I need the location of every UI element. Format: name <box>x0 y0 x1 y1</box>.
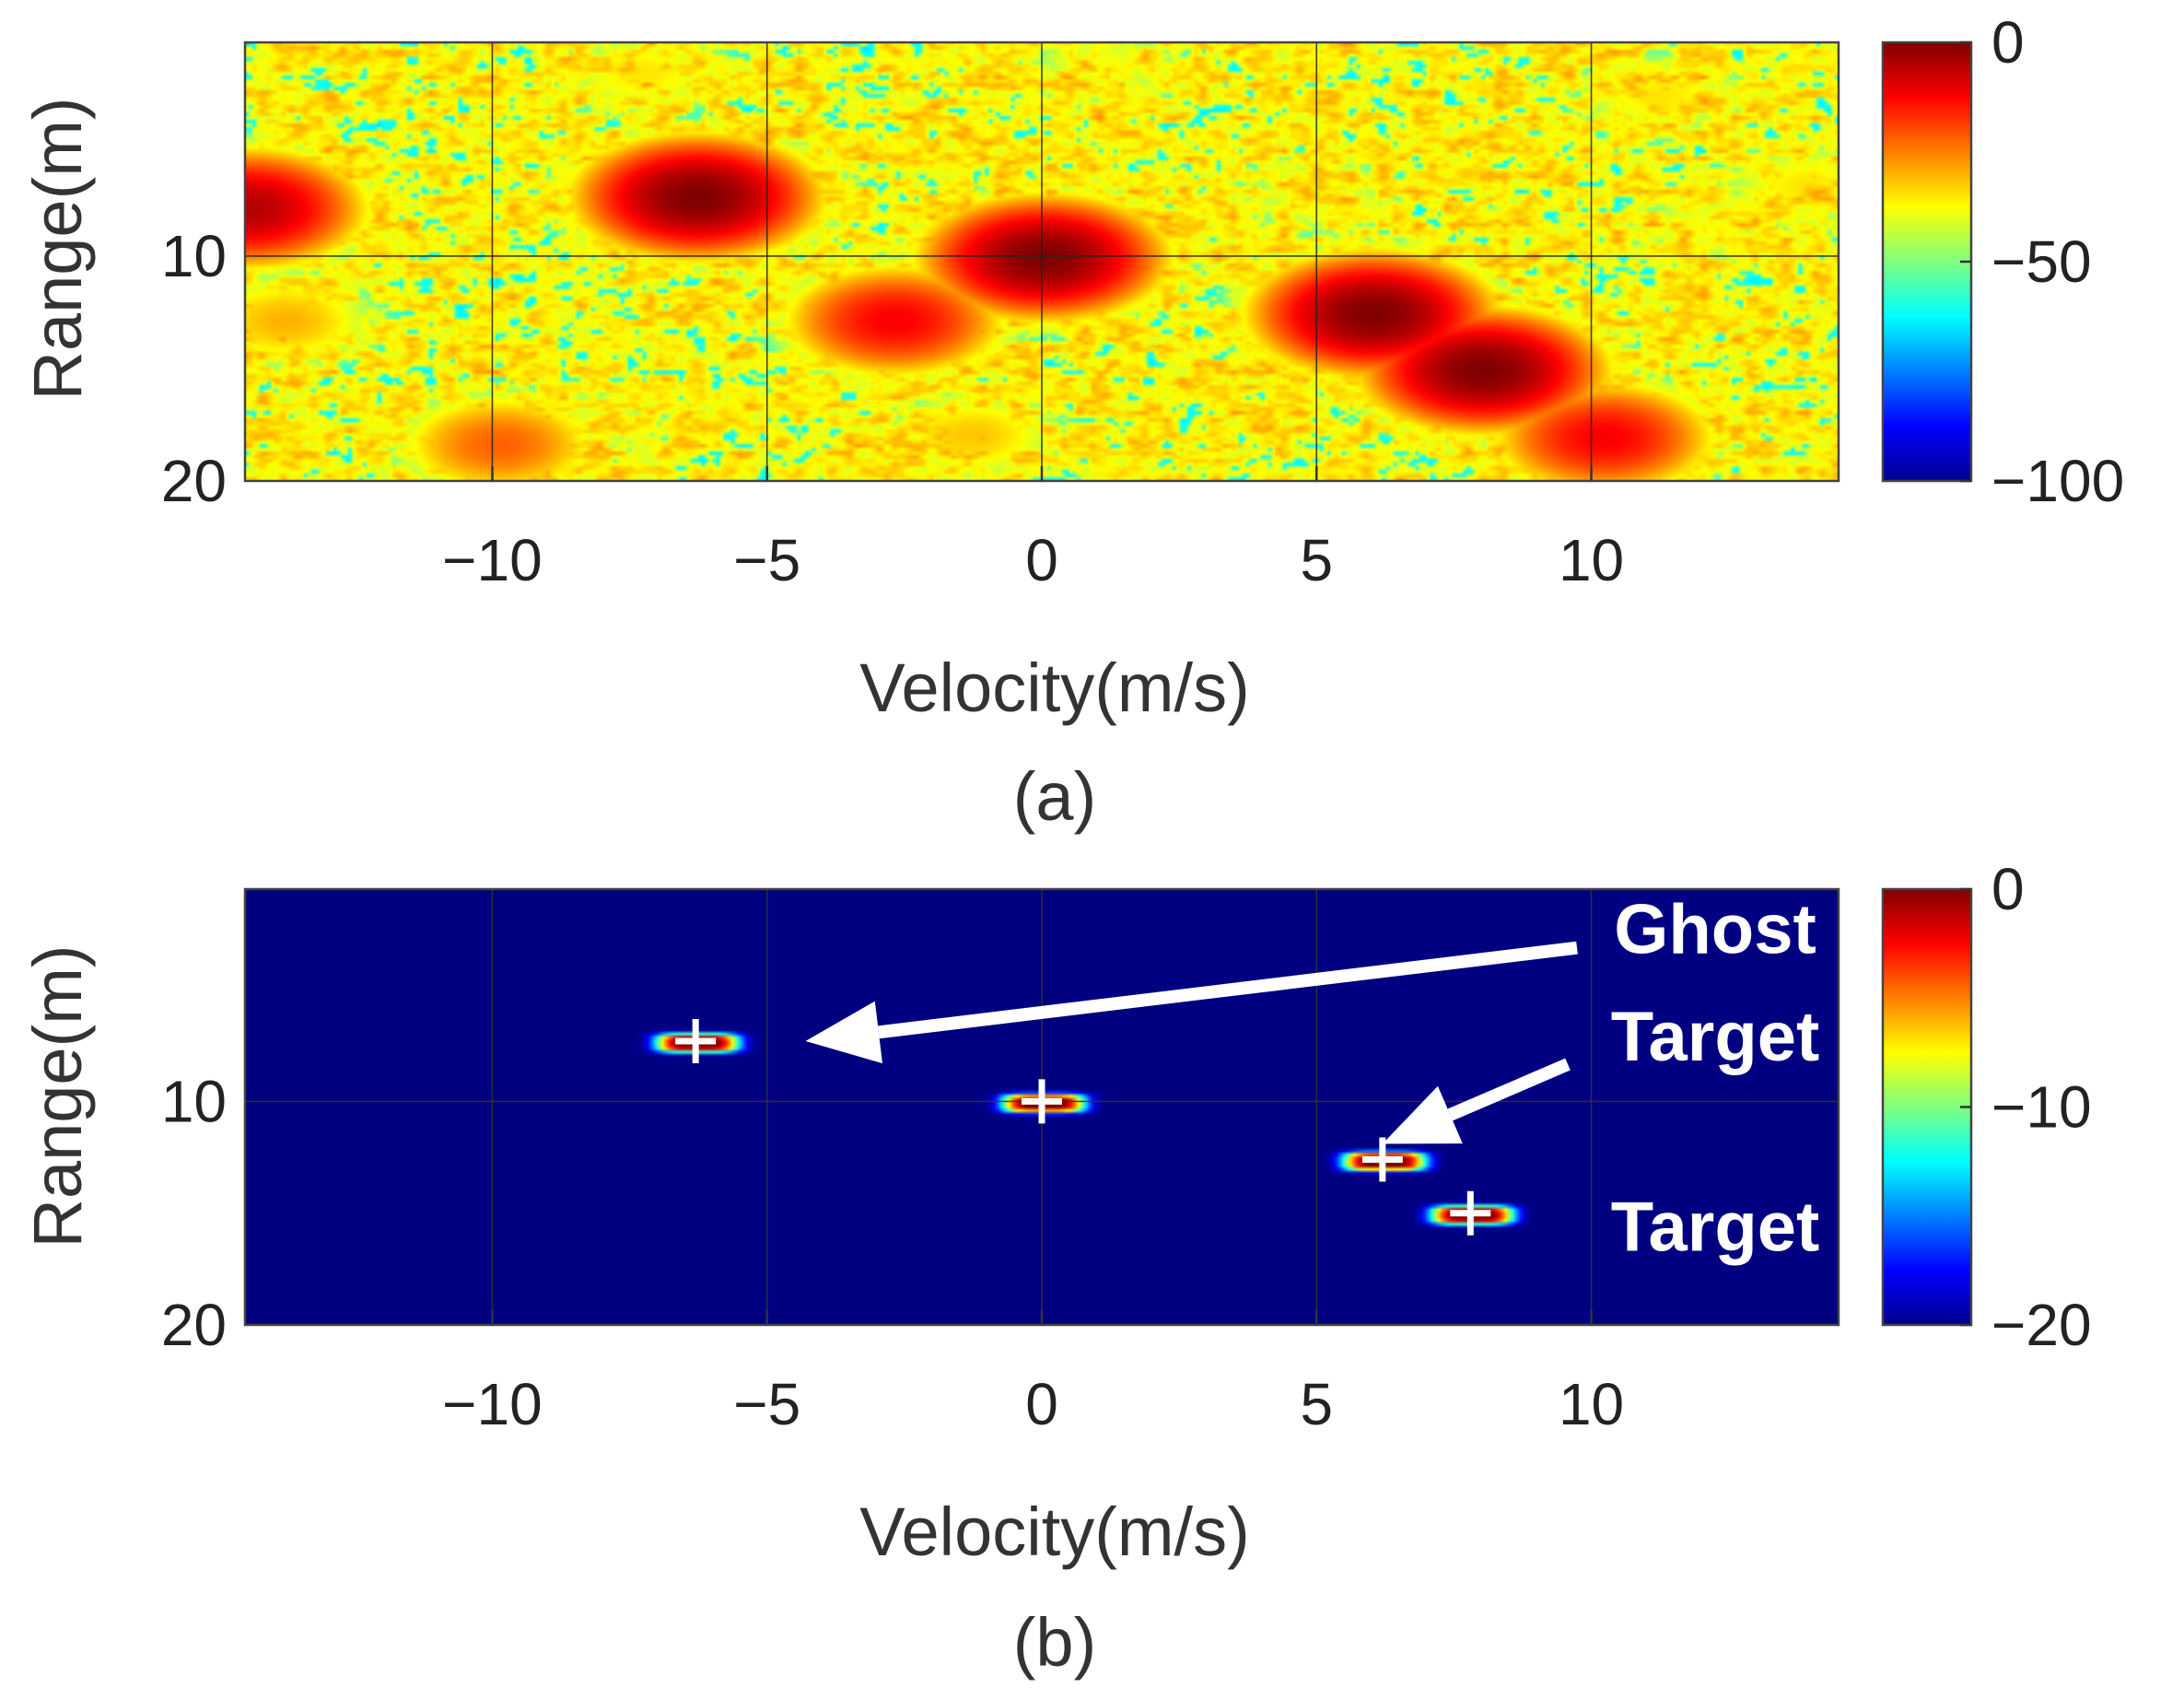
colorbar-tick-label: −50 <box>1991 228 2092 295</box>
annotation-arrow-shaft <box>1447 1058 1571 1121</box>
annotation-target: Target <box>1382 998 1820 1144</box>
x-axis-label-b: Velocity(m/s) <box>859 1494 1250 1570</box>
colorbar-tick-label: −20 <box>1991 1292 2092 1358</box>
x-tick-label: −5 <box>733 527 800 593</box>
colorbar-tick-label: 0 <box>1991 856 2025 922</box>
colorbar-a <box>1881 41 1973 483</box>
y-tick-label: 10 <box>161 223 227 289</box>
x-ticks-b: −10 −5 0 5 10 <box>442 1310 1624 1437</box>
annotation-label: Target <box>1611 998 1820 1076</box>
detection-marker <box>675 1018 717 1063</box>
y-ticks-b: 10 20 <box>161 1068 227 1358</box>
colorbar-tick-label: −100 <box>1991 448 2124 514</box>
x-ticks-a: −10 −5 0 5 10 <box>442 466 1624 593</box>
annotation-label: Ghost <box>1614 891 1816 969</box>
annotation-ghost: Ghost <box>805 891 1816 1064</box>
caption-b: (b) <box>1013 1604 1096 1681</box>
x-tick-label: −5 <box>733 1371 800 1437</box>
y-tick-label: 10 <box>161 1068 227 1134</box>
annotation-arrow-head <box>805 1001 882 1064</box>
caption-a: (a) <box>1013 758 1096 835</box>
x-tick-label: 0 <box>1025 1371 1058 1437</box>
colorbar-ticks-a: 0 −50 −100 <box>1960 9 2124 514</box>
annotation-arrow-head <box>1382 1085 1463 1144</box>
detection-marker <box>1361 1137 1403 1182</box>
y-ticks-a: 10 20 <box>161 223 227 514</box>
y-tick-label: 20 <box>161 448 227 514</box>
y-axis-label-b: Range(m) <box>19 945 96 1248</box>
annotations-b: Ghost Target Target <box>805 891 1820 1266</box>
y-axis-label-a: Range(m) <box>19 98 96 401</box>
panel-b-heatmap: Ghost Target Target −10 −5 0 5 10 10 20 Velocit… <box>19 856 2092 1681</box>
grid-a <box>245 42 1839 481</box>
detection-markers <box>675 1018 1491 1236</box>
detection-marker <box>1450 1190 1491 1236</box>
x-tick-label: 10 <box>1559 1371 1624 1437</box>
x-tick-label: −10 <box>442 527 543 593</box>
annotation-arrow-shaft <box>878 941 1578 1039</box>
x-tick-label: −10 <box>442 1371 543 1437</box>
x-tick-label: 5 <box>1300 527 1333 593</box>
colorbar-tick-label: 0 <box>1991 9 2025 76</box>
x-tick-label: 5 <box>1300 1371 1333 1437</box>
annotation-label: Target <box>1611 1188 1820 1266</box>
colorbar-ticks-b: 0 −10 −20 <box>1960 856 2092 1358</box>
detection-marker <box>1022 1079 1062 1124</box>
annotation-target: Target <box>1611 1188 1820 1266</box>
colorbar-tick-label: −10 <box>1991 1074 2092 1141</box>
colorbar-b <box>1881 887 1973 1327</box>
x-tick-label: 10 <box>1559 527 1624 593</box>
x-tick-label: 0 <box>1025 527 1058 593</box>
y-tick-label: 20 <box>161 1292 227 1358</box>
x-axis-label-a: Velocity(m/s) <box>859 650 1250 726</box>
